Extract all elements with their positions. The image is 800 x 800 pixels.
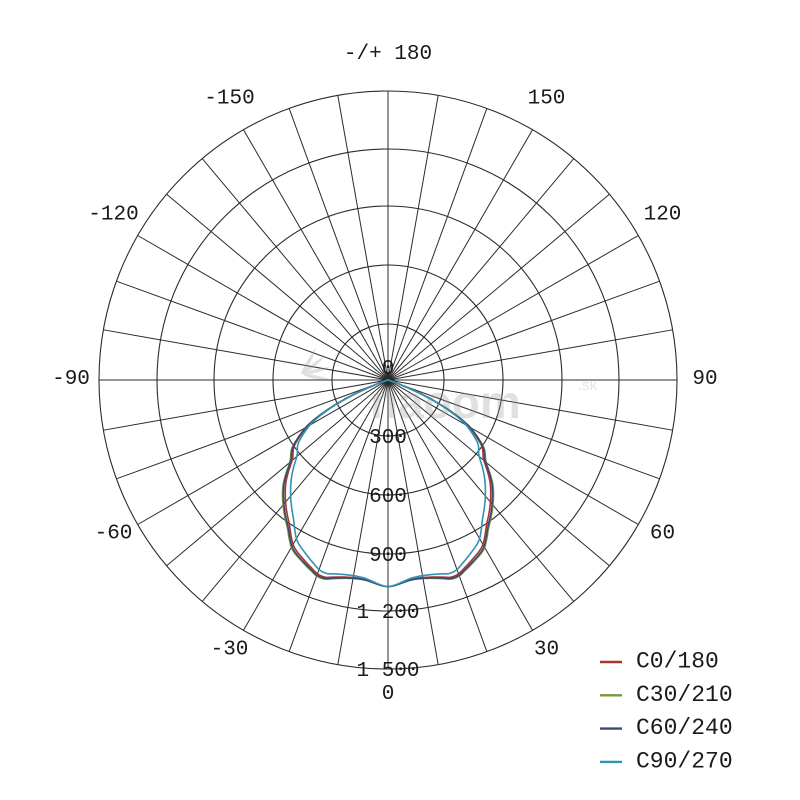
svg-text:-90: -90 xyxy=(52,368,90,391)
svg-text:1 500: 1 500 xyxy=(356,660,419,683)
svg-text:.sk: .sk xyxy=(578,377,598,394)
svg-text:900: 900 xyxy=(369,545,407,568)
svg-text:30: 30 xyxy=(534,639,559,662)
svg-text:0: 0 xyxy=(382,683,395,706)
svg-text:-30: -30 xyxy=(211,639,249,662)
svg-text:-120: -120 xyxy=(88,204,138,227)
svg-text:0: 0 xyxy=(382,358,395,381)
svg-text:-/+ 180: -/+ 180 xyxy=(344,43,432,66)
svg-text:1 200: 1 200 xyxy=(356,602,419,625)
svg-text:90: 90 xyxy=(692,368,717,391)
svg-text:-60: -60 xyxy=(95,523,133,546)
svg-text:C30/210: C30/210 xyxy=(636,682,733,708)
svg-text:C90/270: C90/270 xyxy=(636,748,733,774)
svg-text:120: 120 xyxy=(644,204,682,227)
svg-text:150: 150 xyxy=(528,88,566,111)
svg-text:600: 600 xyxy=(369,486,407,509)
svg-text:-150: -150 xyxy=(204,88,254,111)
svg-text:C0/180: C0/180 xyxy=(636,649,719,675)
svg-text:naoom: naoom xyxy=(370,376,521,428)
svg-text:300: 300 xyxy=(369,427,407,450)
svg-text:60: 60 xyxy=(650,523,675,546)
svg-text:C60/240: C60/240 xyxy=(636,715,733,741)
